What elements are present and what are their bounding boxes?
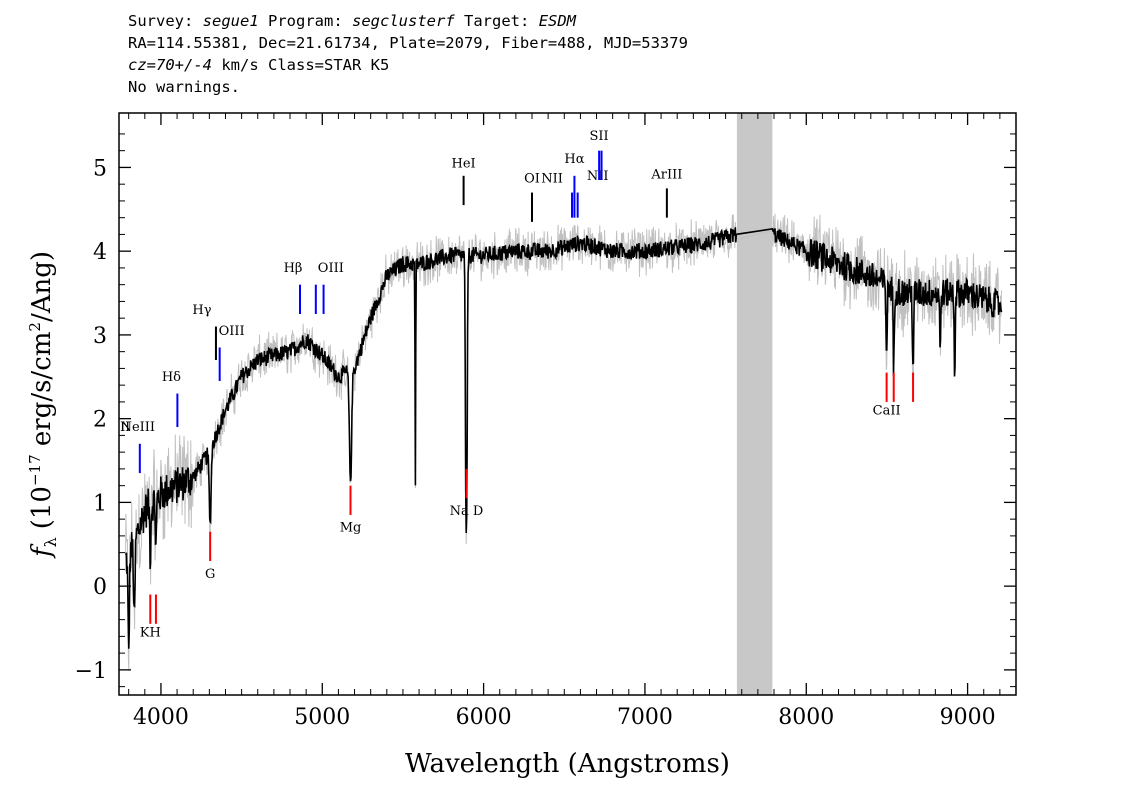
emission-line-label-1: Hδ — [162, 370, 181, 385]
x-tick-label: 8000 — [778, 705, 834, 730]
emission-line-label-14: ArIII — [650, 167, 682, 182]
target-value: ESDM — [538, 12, 577, 30]
axis-ticks: 4000 5000 6000 7000 8000 9000 −1 0 1 2 3 4 5 — [75, 113, 1016, 730]
y-axis-title-exp: −17 — [26, 454, 44, 486]
header-line-warnings: No warnings. — [128, 78, 240, 96]
absorption-line-label-3: Mg — [340, 521, 362, 536]
emission-line-label-4: Hβ — [284, 261, 303, 276]
x-tick-label: 7000 — [617, 705, 673, 730]
header-line-coords: RA=114.55381, Dec=21.61734, Plate=2079, … — [128, 34, 688, 52]
masked-band — [736, 113, 773, 695]
y-axis-title-sq: 2 — [26, 322, 44, 332]
emission-line-label-8: OI — [524, 172, 540, 187]
target-label: Target: — [464, 12, 530, 30]
y-tick-label: 1 — [93, 491, 107, 516]
y-tick-label: 5 — [93, 156, 107, 181]
absorption-line-label-2: G — [205, 567, 215, 582]
absorption-line-label-5: CaII — [873, 403, 901, 418]
emission-line-label-7: HeI — [452, 156, 476, 171]
flux-series — [125, 227, 1003, 649]
survey-label: Survey: — [128, 12, 194, 30]
emission-line-label-5: OIII — [318, 261, 344, 276]
emission-line-label-9: NII — [541, 172, 563, 187]
spectrum-header: Survey: segue1 Program: segclusterf Targ… — [128, 10, 688, 98]
absorption-line-label-0: KH — [140, 625, 161, 640]
emission-line-label-2: Hγ — [192, 303, 211, 318]
emission-line-label-3: OIII — [219, 324, 245, 339]
y-axis-title-open: (10 — [27, 486, 57, 529]
x-tick-label: 9000 — [940, 705, 996, 730]
redshift-value: cz=70+/-4 — [128, 56, 212, 74]
x-tick-label: 4000 — [133, 705, 189, 730]
y-tick-label: 0 — [93, 575, 107, 600]
survey-value: segue1 — [202, 12, 259, 30]
program-value: segclusterf — [352, 12, 455, 30]
emission-line-label-10: Hα — [564, 152, 584, 167]
y-axis-title-tail: /Ang) — [27, 251, 57, 322]
x-tick-label: 6000 — [456, 705, 512, 730]
program-label: Program: — [268, 12, 343, 30]
class-value: km/s Class=STAR K5 — [221, 56, 390, 74]
y-axis-title-sub: λ — [41, 537, 60, 547]
x-tick-label: 5000 — [294, 705, 350, 730]
y-axis-title-units: erg/s/cm — [27, 332, 57, 455]
emission-line-label-12: SII — [590, 129, 609, 144]
y-tick-label: −1 — [75, 659, 107, 684]
emission-line-label-11: NII — [587, 169, 609, 184]
y-tick-label: 4 — [93, 240, 107, 265]
y-axis-title: fλ(10−17 erg/s/cm2/Ang) — [26, 251, 60, 559]
plot-frame — [118, 112, 1017, 696]
x-axis-title: Wavelength (Angstroms) — [405, 749, 730, 779]
header-line-redshift: cz=70+/-4 km/s Class=STAR K5 — [128, 54, 688, 76]
edge-line-label: II — [120, 420, 130, 435]
absorption-line-label-4: Na D — [450, 504, 484, 519]
emission-line-label-0: NeIII — [121, 420, 155, 435]
y-tick-label: 2 — [93, 408, 107, 433]
y-tick-label: 3 — [93, 324, 107, 349]
header-line-survey: Survey: segue1 Program: segclusterf Targ… — [128, 10, 688, 32]
